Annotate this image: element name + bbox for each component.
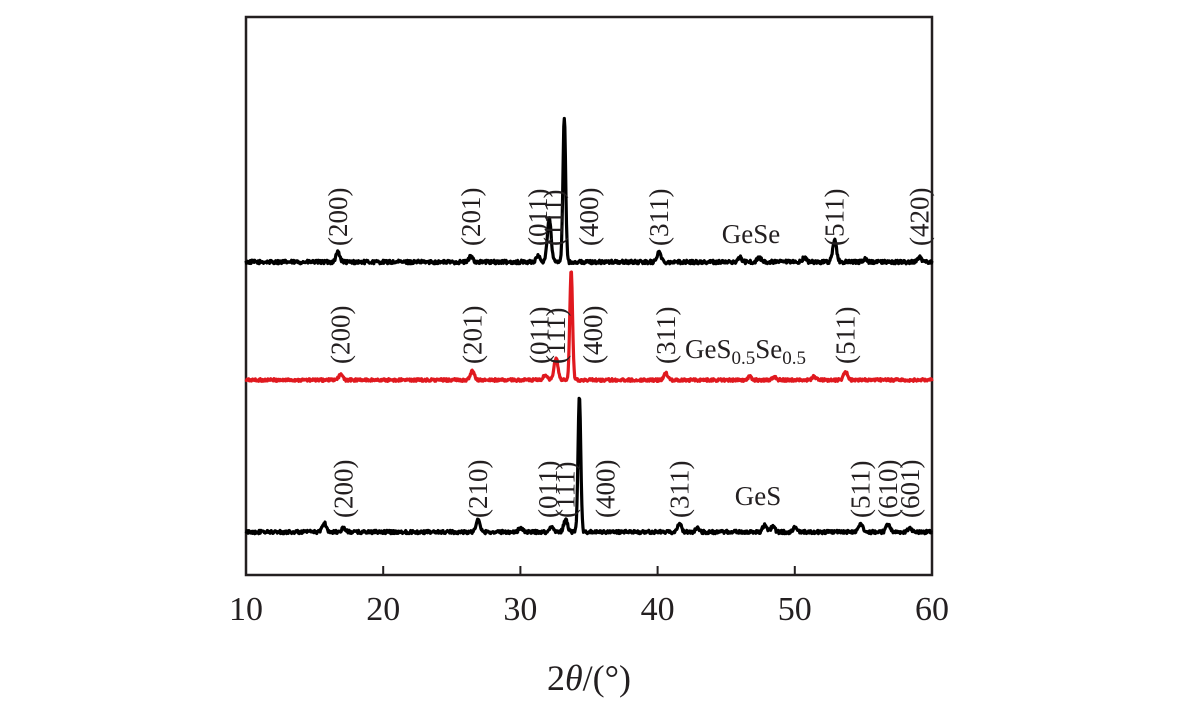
x-tick-label: 40 <box>641 591 675 628</box>
peak-index-label: (201) <box>457 306 487 364</box>
series-name-part: 0.5 <box>782 348 806 369</box>
series-name-label: GeS <box>735 481 782 511</box>
x-tick-label: 30 <box>503 591 537 628</box>
peak-index-label: (511) <box>820 189 850 246</box>
series-line-2 <box>244 396 934 536</box>
peak-index-label: (400) <box>590 460 620 518</box>
peak-index-label: (400) <box>574 188 604 246</box>
peak-index-label: (011) <box>525 307 555 364</box>
peak-index-label: (311) <box>651 307 681 364</box>
x-axis-title-unit: /(°) <box>583 658 631 698</box>
peak-index-label: (200) <box>328 460 358 518</box>
peak-index-label: (011) <box>523 189 553 246</box>
peak-index-label: (311) <box>665 461 695 518</box>
series-line-1 <box>244 270 934 383</box>
series-name-part: GeS <box>685 334 732 364</box>
x-axis-title-prefix: 2 <box>547 658 565 698</box>
series-name-part: 0.5 <box>732 348 756 369</box>
x-tick-label: 50 <box>778 591 812 628</box>
peak-index-label: (200) <box>323 188 353 246</box>
series-name-label: GeSe <box>722 219 780 249</box>
x-axis-title: 2θ/(°) <box>547 658 631 698</box>
peak-index-label: (111) <box>538 190 568 246</box>
peak-index-label: (601) <box>895 460 925 518</box>
peak-index-label: (011) <box>533 461 563 518</box>
peak-label-layer: GeSe(200) (201) (011)(111) (400) (311) (511)(… <box>323 188 935 518</box>
peak-index-label: (111) <box>551 462 581 518</box>
peak-index-label: (400) <box>578 306 608 364</box>
series-line-0 <box>244 116 934 266</box>
series-layer <box>244 116 934 536</box>
series-name-label: GeS0.5Se0.5 <box>685 334 806 369</box>
plot-frame <box>244 15 934 577</box>
peak-index-label: (111) <box>541 308 571 364</box>
series-name-part: GeS <box>735 481 782 511</box>
peak-index-label: (610) <box>873 460 903 518</box>
x-ticks: 10 20 30 40 50 60 <box>229 566 949 628</box>
peak-index-label: (511) <box>831 307 861 364</box>
series-name-part: GeSe <box>722 219 780 249</box>
x-tick-label: 60 <box>915 591 949 628</box>
peak-index-label: (210) <box>463 460 493 518</box>
peak-index-label: (200) <box>326 306 356 364</box>
x-tick-label: 20 <box>366 591 400 628</box>
x-axis-title-symbol: θ <box>565 658 583 698</box>
series-name-part: Se <box>755 334 782 364</box>
peak-index-label: (420) <box>905 188 935 246</box>
x-tick-label: 10 <box>229 591 263 628</box>
peak-index-label: (311) <box>644 189 674 246</box>
peak-index-label: (201) <box>456 188 486 246</box>
peak-index-label: (511) <box>846 461 876 518</box>
